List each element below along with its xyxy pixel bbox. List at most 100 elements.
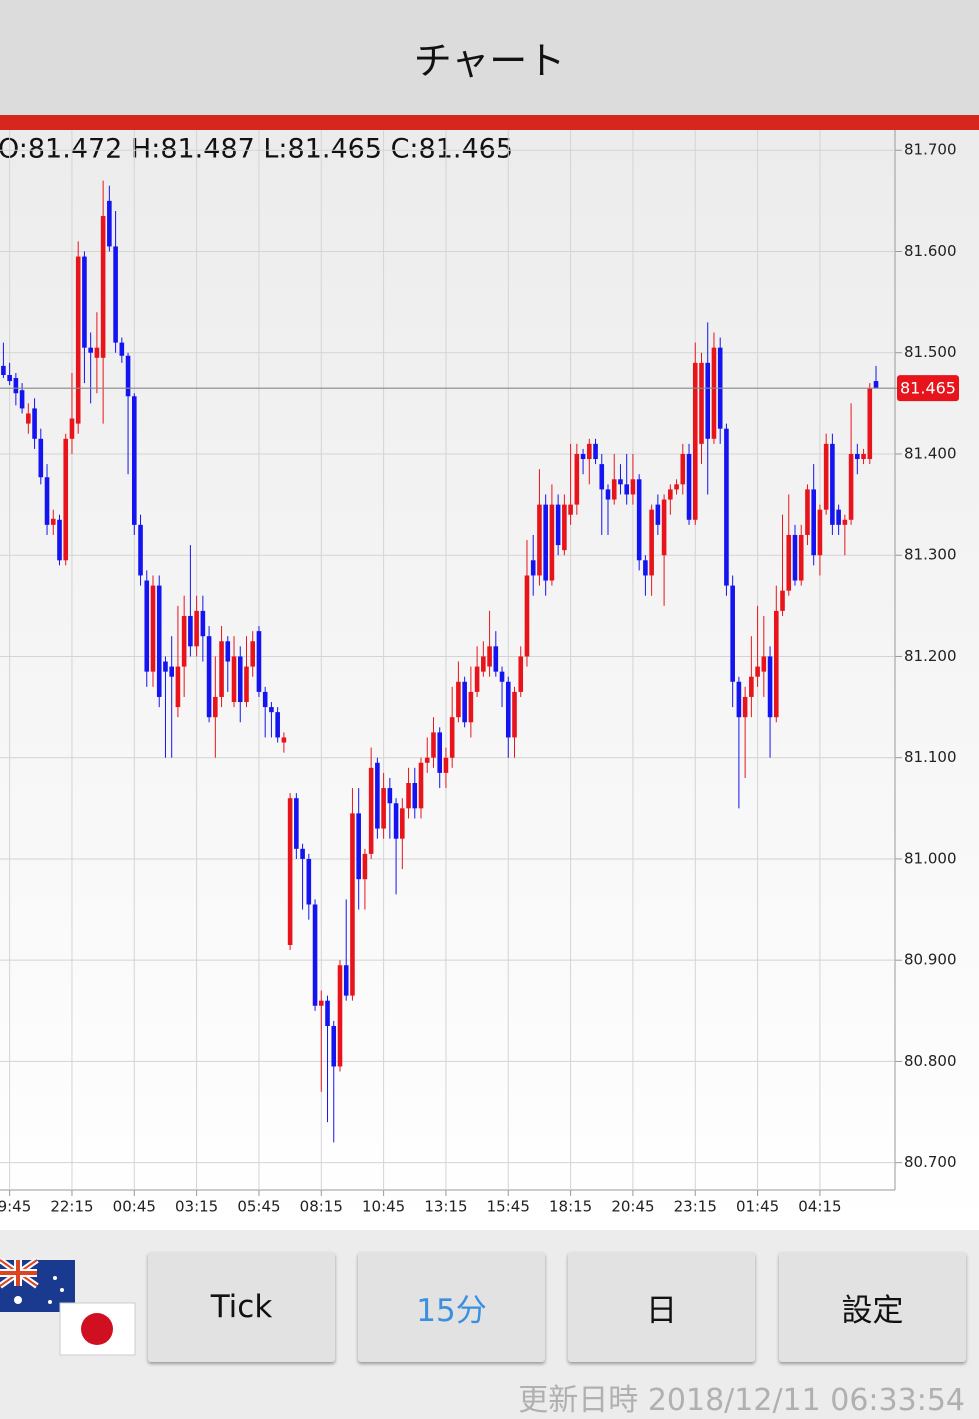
candle-body [786, 534, 792, 591]
candle-body [125, 355, 131, 397]
candle-body [742, 696, 748, 718]
candle-body [493, 646, 499, 672]
candle-body [767, 656, 773, 718]
candle-body [368, 767, 374, 854]
y-tick-label: 81.400 [904, 444, 957, 462]
candle-body [181, 615, 187, 667]
candle-body [674, 484, 679, 490]
candle-body [686, 453, 692, 520]
candle-body [44, 477, 50, 525]
candle-body [724, 428, 729, 586]
y-tick-label: 81.200 [904, 647, 957, 665]
candle-body [219, 641, 224, 697]
current-price-label: 81.465 [900, 379, 956, 398]
candle-body [456, 681, 461, 718]
y-tick-label: 80.900 [904, 951, 957, 969]
candle-body [449, 717, 455, 758]
x-tick-label: 04:15 [798, 1198, 841, 1216]
candle-body [356, 813, 361, 880]
candle-body [499, 671, 505, 682]
candle-body [343, 965, 349, 996]
candle-body [530, 560, 536, 576]
candle-body [798, 534, 804, 581]
candle-body [244, 666, 249, 703]
x-tick-label: 01:45 [736, 1198, 779, 1216]
candle-body [437, 732, 443, 773]
x-tick-label: 19:45 [0, 1198, 31, 1216]
candle-body [549, 504, 555, 581]
candle-body [643, 560, 648, 576]
candle-body [611, 479, 617, 500]
candle-body [400, 808, 405, 839]
candle-body [156, 585, 162, 697]
current-price-box [897, 375, 959, 402]
candle-body [350, 813, 355, 996]
candle-body [206, 636, 212, 718]
candle-body [630, 479, 636, 495]
candle-body [655, 504, 661, 525]
candle-body [736, 681, 742, 718]
x-tick-label: 23:15 [674, 1198, 717, 1216]
candle-body [300, 848, 305, 859]
candle-body [169, 666, 174, 677]
candle-body [200, 610, 206, 637]
candle-body [57, 519, 62, 561]
candle-body [599, 464, 605, 490]
candle-body [568, 504, 573, 515]
candle-body [518, 656, 524, 692]
candle-body [7, 375, 12, 382]
candle-body [50, 518, 56, 525]
candle-body [294, 798, 299, 849]
candle-body [855, 453, 860, 460]
updated-time: 更新日時 2018/12/11 06:33:54 [518, 1383, 965, 1418]
candle-body [481, 656, 486, 672]
candle-body [749, 676, 754, 697]
candle-body [150, 585, 156, 672]
candle-body [107, 200, 112, 247]
candle-body [431, 732, 436, 758]
candle-body [624, 484, 629, 495]
title-bar: チャート [0, 0, 979, 115]
candle-body [63, 438, 69, 561]
interval-button[interactable]: 15分 [358, 1252, 545, 1362]
candle-body [113, 246, 118, 343]
x-tick-label: 20:45 [611, 1198, 654, 1216]
x-tick-label: 13:15 [424, 1198, 467, 1216]
candle-body [661, 499, 667, 556]
candle-body [213, 696, 218, 718]
candle-body [337, 965, 343, 1067]
candle-body [705, 362, 711, 439]
candle-body [711, 347, 717, 439]
accent-bar [0, 115, 979, 130]
y-tick-label: 81.600 [904, 242, 957, 260]
candle-body [861, 453, 866, 460]
candle-body [692, 362, 698, 520]
candle-body [262, 691, 268, 708]
candle-body [138, 524, 143, 576]
ohlc-info: O:81.472 H:81.487 L:81.465 C:81.465 [0, 134, 513, 165]
candle-body [393, 803, 399, 839]
candle-body [381, 788, 386, 829]
y-tick-label: 81.000 [904, 849, 957, 867]
candle-body [755, 666, 760, 677]
chart: O:81.472 H:81.487 L:81.465 C:81.465 80.7… [0, 130, 979, 1230]
candle-body [231, 656, 237, 703]
candle-body [412, 783, 418, 809]
plot-background [0, 130, 979, 1230]
candle-body [443, 757, 449, 773]
candle-body [842, 519, 848, 525]
tick-button[interactable]: Tick [148, 1252, 335, 1362]
candle-body [331, 1025, 337, 1067]
settings-button[interactable]: 設定 [779, 1252, 966, 1362]
candle-body [761, 656, 767, 672]
y-tick-label: 80.800 [904, 1052, 957, 1070]
candle-body [406, 783, 411, 809]
candle-body [163, 661, 168, 672]
candle-body [100, 216, 106, 358]
candle-body [269, 707, 274, 713]
currency-flags [0, 1258, 136, 1356]
candle-body [1, 365, 6, 376]
day-button[interactable]: 日 [568, 1252, 755, 1362]
candle-body [26, 413, 31, 424]
candle-body [306, 858, 312, 905]
